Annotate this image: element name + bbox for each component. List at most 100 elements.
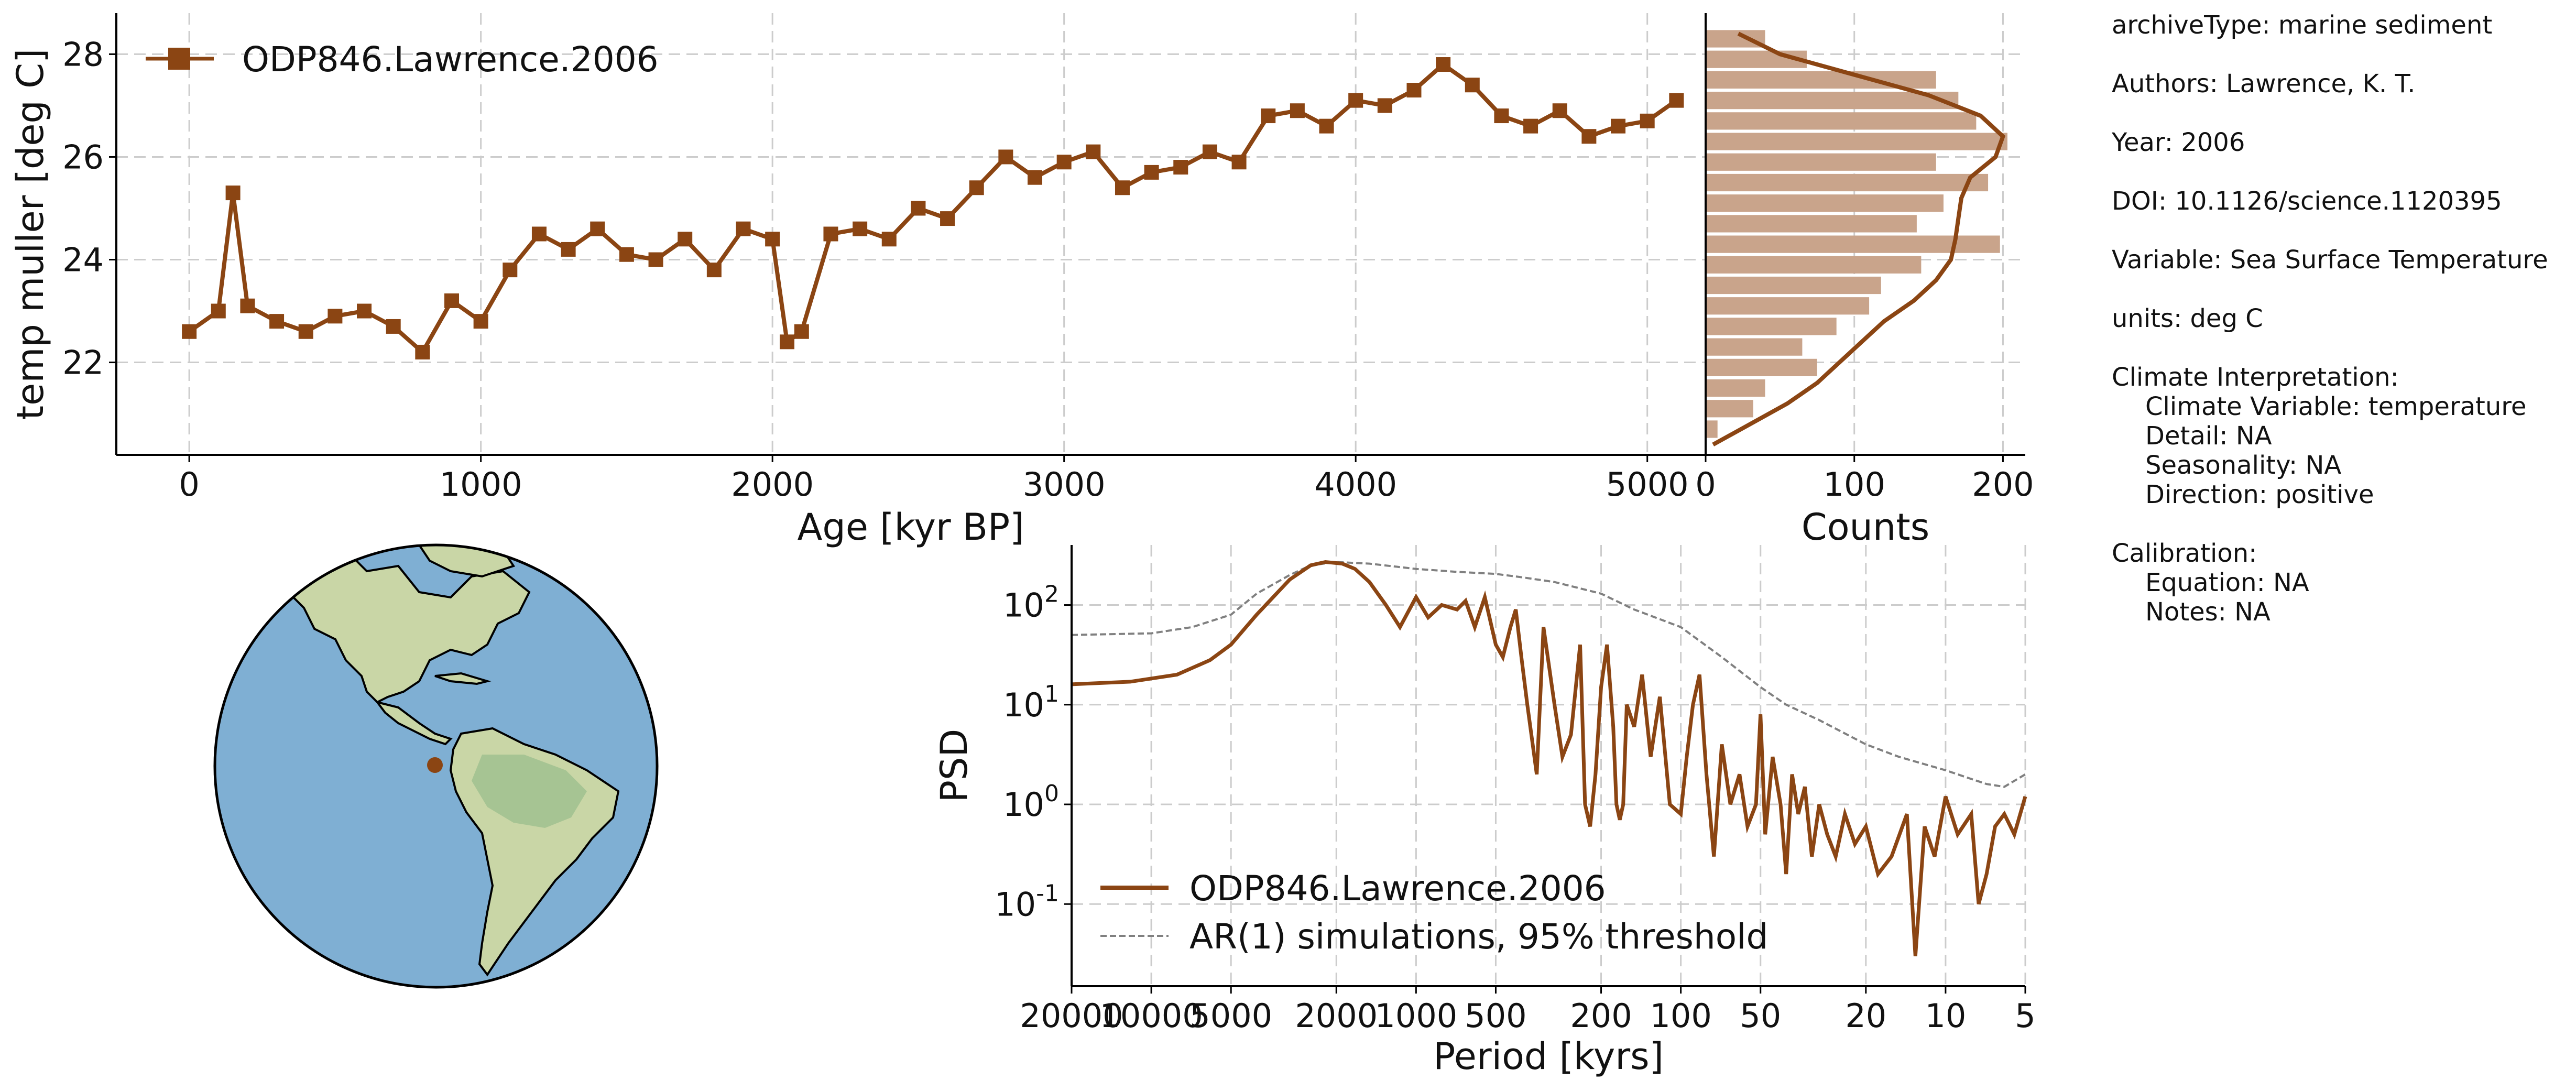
globe-outline xyxy=(213,543,659,989)
ts-data-point xyxy=(706,263,722,278)
ts-ytick-label: 24 xyxy=(62,241,104,279)
ts-xtick-label: 2000 xyxy=(731,465,814,504)
timeseries-legend-label: ODP846.Lawrence.2006 xyxy=(242,39,659,80)
ts-ytick-label: 28 xyxy=(62,35,104,73)
central-america xyxy=(375,700,453,746)
hist-bar xyxy=(1706,215,1917,233)
ts-xtick-label: 0 xyxy=(179,465,199,504)
ts-data-point xyxy=(1290,103,1305,118)
psd-y-ticks: 10-1 100 101 102 xyxy=(995,581,1072,923)
ts-data-point xyxy=(678,232,693,247)
psd-ytick-label: 101 xyxy=(1003,681,1059,724)
ts-data-point xyxy=(619,247,634,262)
hist-bar xyxy=(1706,276,1881,294)
ts-data-point xyxy=(1640,113,1655,128)
ts-data-point xyxy=(736,221,751,236)
histogram-kde-line xyxy=(1712,31,2006,446)
hist-xtick-label: 100 xyxy=(1824,465,1885,504)
ts-data-point xyxy=(1581,129,1597,144)
hist-bar xyxy=(1706,379,1765,397)
meta-calibration-group: Calibration: Equation: NA Notes: NA xyxy=(2112,539,2573,627)
ts-data-point xyxy=(911,201,926,216)
timeseries-series xyxy=(182,57,1684,359)
hist-bar xyxy=(1706,256,1922,274)
psd-legend-label-ar1: AR(1) simulations, 95% threshold xyxy=(1189,917,1768,957)
hist-bar xyxy=(1706,194,1944,212)
ts-data-point xyxy=(503,263,518,278)
psd-legend-label-series: ODP846.Lawrence.2006 xyxy=(1189,868,1606,909)
psd-xtick-label: 10 xyxy=(1925,997,1966,1035)
ts-data-point xyxy=(1465,78,1480,93)
timeseries-legend-marker xyxy=(168,48,190,70)
ts-data-point xyxy=(1494,108,1509,124)
meta-equation: Equation: NA xyxy=(2145,568,2309,597)
timeseries-xlabel: Age [kyr BP] xyxy=(798,506,1024,549)
timeseries-x-ticks: 0 1000 2000 3000 4000 5000 xyxy=(179,455,1689,504)
meta-seasonality: Seasonality: NA xyxy=(2145,451,2342,480)
meta-climate-variable: Climate Variable: temperature xyxy=(2145,392,2527,421)
ts-data-point xyxy=(1406,83,1422,98)
meta-climate-group: Climate Interpretation: Climate Variable… xyxy=(2112,363,2573,509)
meta-detail: Detail: NA xyxy=(2145,421,2272,451)
ts-data-point xyxy=(211,303,226,319)
hist-bar xyxy=(1706,133,2007,150)
timeseries-panel: 0 1000 2000 3000 4000 5000 22 24 26 28 Age [kyr … xyxy=(9,13,1706,549)
ts-data-point xyxy=(1261,108,1276,124)
ts-xtick-label: 4000 xyxy=(1314,465,1397,504)
ts-data-point xyxy=(240,298,255,313)
hist-bar xyxy=(1706,92,1959,110)
ts-data-point xyxy=(473,314,488,329)
ts-xtick-label: 5000 xyxy=(1606,465,1689,504)
ts-data-point xyxy=(1202,144,1217,159)
psd-series-line xyxy=(1071,560,2027,956)
ts-xtick-label: 1000 xyxy=(440,465,522,504)
timeseries-legend: ODP846.Lawrence.2006 xyxy=(146,39,659,80)
ts-data-point xyxy=(590,221,605,236)
ts-xtick-label: 3000 xyxy=(1023,465,1106,504)
ts-data-point xyxy=(269,314,285,329)
meta-archive-type: archiveType: marine sediment xyxy=(2112,10,2493,40)
north-america xyxy=(270,549,531,704)
ts-data-point xyxy=(969,180,984,195)
psd-xtick-label: 5 xyxy=(2015,997,2035,1035)
ts-data-point xyxy=(1348,93,1363,108)
psd-ytick-label: 100 xyxy=(1003,780,1059,824)
ts-data-point xyxy=(225,186,241,201)
hist-xtick-label: 200 xyxy=(1972,465,2034,504)
histogram-xlabel: Counts xyxy=(1802,506,1929,549)
ts-ytick-label: 26 xyxy=(62,138,104,176)
ts-data-point xyxy=(779,334,794,350)
hist-bar xyxy=(1706,153,1936,171)
ts-data-point xyxy=(1377,98,1392,113)
timeseries-ylabel: temp muller [deg C] xyxy=(9,49,52,420)
psd-ylabel: PSD xyxy=(933,729,976,803)
hist-bar xyxy=(1706,358,1817,376)
ts-data-point xyxy=(182,324,197,339)
ts-data-point xyxy=(298,324,313,339)
psd-ytick-label: 10-1 xyxy=(995,880,1059,923)
hist-bar xyxy=(1706,112,1977,130)
meta-variable: Variable: Sea Surface Temperature xyxy=(2112,245,2548,275)
ts-data-point xyxy=(1523,118,1538,134)
ts-data-point xyxy=(1115,180,1130,195)
psd-xtick-label: 100 xyxy=(1650,997,1711,1035)
ts-series-line xyxy=(188,61,1678,356)
ts-data-point xyxy=(881,232,897,247)
globe-map xyxy=(213,543,659,989)
ts-data-point xyxy=(357,303,372,319)
ts-data-point xyxy=(1144,165,1159,180)
ts-data-point xyxy=(765,232,780,247)
ts-data-point xyxy=(415,344,430,359)
psd-xtick-label: 50 xyxy=(1740,997,1781,1035)
ts-data-point xyxy=(1056,155,1072,170)
histogram-panel: 0 100 200 Counts xyxy=(1695,13,2034,549)
amazon-forest xyxy=(472,755,587,828)
meta-year: Year: 2006 xyxy=(2112,128,2245,157)
ts-data-point xyxy=(648,252,663,267)
cuba xyxy=(434,672,492,685)
land-masses xyxy=(270,545,620,977)
meta-units: units: deg C xyxy=(2112,304,2263,333)
